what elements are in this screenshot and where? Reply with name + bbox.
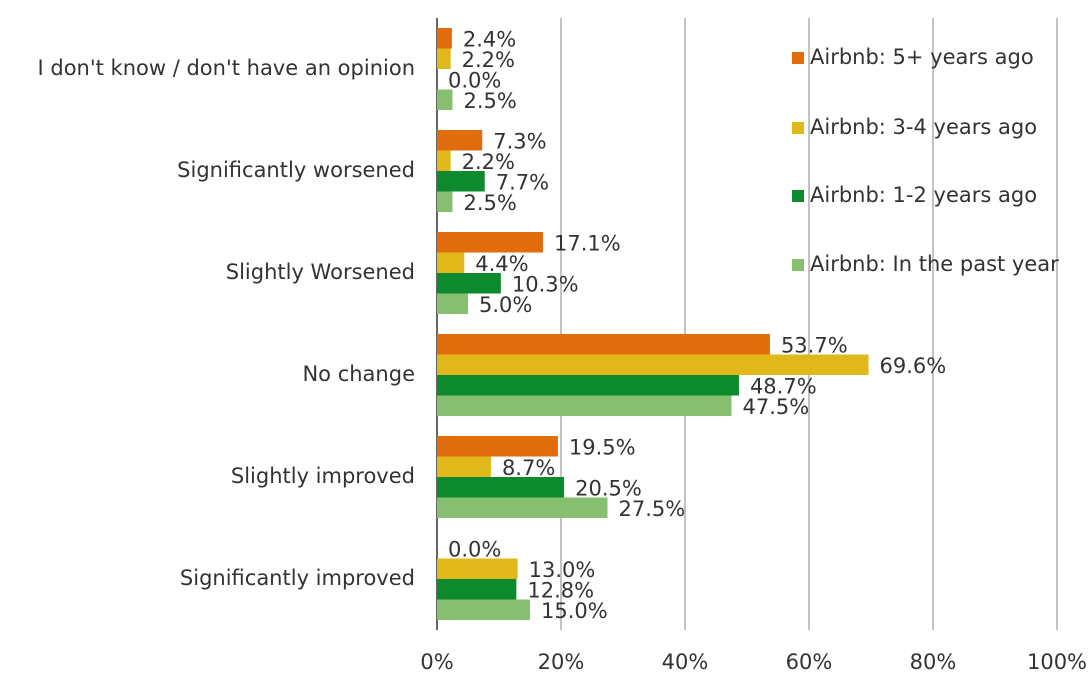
category-label: Significantly improved xyxy=(180,566,415,590)
value-label: 13.0% xyxy=(529,558,596,582)
value-label: 53.7% xyxy=(781,333,848,357)
value-label: 5.0% xyxy=(479,293,532,317)
bar xyxy=(437,456,491,477)
value-label: 0.0% xyxy=(448,68,501,92)
x-tick-label: 0% xyxy=(420,650,453,674)
x-tick-label: 20% xyxy=(538,650,585,674)
bar xyxy=(437,273,501,294)
x-tick-label: 100% xyxy=(1027,650,1087,674)
value-label: 7.7% xyxy=(496,170,549,194)
bar xyxy=(437,497,608,518)
bar xyxy=(437,89,453,110)
value-label: 17.1% xyxy=(554,231,621,255)
category-label: I don't know / don't have an opinion xyxy=(38,56,416,80)
bar xyxy=(437,28,452,49)
value-label: 19.5% xyxy=(569,435,636,459)
legend-swatch xyxy=(792,122,804,134)
value-label: 12.8% xyxy=(527,578,594,602)
value-label: 2.4% xyxy=(463,27,516,51)
category-label: Slightly improved xyxy=(231,464,415,488)
bar xyxy=(437,477,565,498)
bar xyxy=(437,150,451,171)
value-label: 10.3% xyxy=(512,272,579,296)
x-tick-label: 60% xyxy=(786,650,833,674)
bar xyxy=(437,171,485,192)
bar xyxy=(437,232,544,253)
legend-label: Airbnb: 1-2 years ago xyxy=(810,183,1037,207)
value-label: 2.5% xyxy=(464,89,517,113)
bar xyxy=(437,334,770,355)
value-label: 27.5% xyxy=(619,497,686,521)
value-label: 8.7% xyxy=(502,456,555,480)
value-label: 69.6% xyxy=(880,354,947,378)
value-label: 2.5% xyxy=(464,191,517,215)
bar xyxy=(437,558,518,579)
legend-swatch xyxy=(792,52,804,64)
value-label: 4.4% xyxy=(475,252,528,276)
value-label: 15.0% xyxy=(541,599,608,623)
bar xyxy=(437,130,483,151)
bar xyxy=(437,354,869,375)
value-label: 7.3% xyxy=(493,129,546,153)
legend-label: Airbnb: 5+ years ago xyxy=(810,45,1034,69)
x-tick-label: 40% xyxy=(662,650,709,674)
legend-label: Airbnb: In the past year xyxy=(810,252,1059,276)
value-label: 20.5% xyxy=(575,476,642,500)
value-label: 48.7% xyxy=(750,374,817,398)
legend-label: Airbnb: 3-4 years ago xyxy=(810,115,1037,139)
value-label: 2.2% xyxy=(462,150,515,174)
bar xyxy=(437,293,468,314)
category-label: Significantly worsened xyxy=(177,158,415,182)
bar xyxy=(437,395,732,416)
x-tick-label: 80% xyxy=(910,650,957,674)
value-label: 47.5% xyxy=(743,395,810,419)
legend-swatch xyxy=(792,190,804,202)
category-label: Slightly Worsened xyxy=(226,260,415,284)
bar xyxy=(437,375,739,396)
legend-swatch xyxy=(792,259,804,271)
bar xyxy=(437,191,453,212)
bar xyxy=(437,579,517,600)
bar xyxy=(437,252,465,273)
category-label: No change xyxy=(302,362,415,386)
bar xyxy=(437,599,530,620)
bar xyxy=(437,48,451,69)
value-label: 2.2% xyxy=(462,48,515,72)
bar xyxy=(437,436,558,457)
value-label: 0.0% xyxy=(448,537,501,561)
